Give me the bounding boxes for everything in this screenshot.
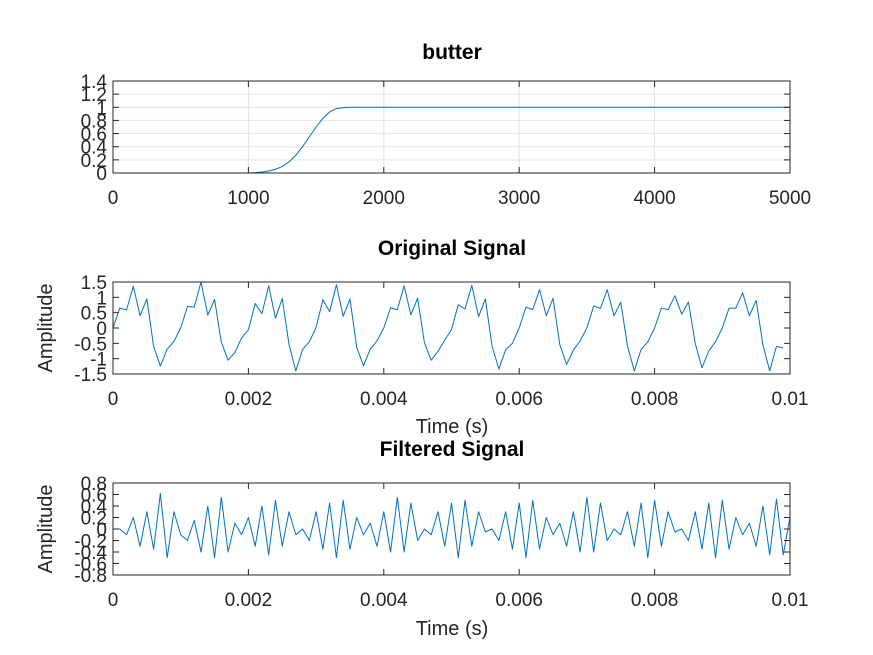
original-signal-x-ticks: 0 0.002 0.004 0.006 0.008 0.01 (108, 282, 809, 410)
original-signal-y-tick-label: 0 (96, 319, 107, 340)
filtered-signal-y-tick-label: 0.8 (81, 474, 107, 495)
filtered-signal-y-tick-label: -0.2 (74, 532, 107, 553)
original-signal-x-tick-label: 0.006 (495, 389, 543, 410)
original-signal-panel: Original Signal 0 0.002 0.004 0.006 0.008 0.0… (35, 237, 808, 438)
butter-panel: butter 0 1000 2000 3000 4000 5000 00.20.40.60… (81, 41, 812, 209)
filtered-signal-series-line (113, 492, 791, 559)
butter-y-tick-label: 0.6 (81, 125, 107, 146)
original-signal-x-tick-label: 0.004 (360, 389, 408, 410)
original-signal-y-tick-label: -0.5 (74, 334, 107, 355)
filtered-signal-x-tick-label: 0.004 (360, 590, 408, 611)
filtered-signal-y-tick-label: 0.2 (81, 509, 107, 530)
original-signal-y-tick-label: 0.5 (81, 304, 107, 325)
butter-y-tick-label: 0.8 (81, 111, 107, 132)
butter-series-line (113, 106, 790, 174)
original-signal-y-tick-label: -1 (90, 350, 107, 371)
original-signal-series-line (112, 281, 784, 372)
filtered-signal-y-ticks: -0.8-0.6-0.4-0.200.20.40.60.8 (74, 474, 790, 587)
filtered-signal-x-tick-label: 0.006 (495, 590, 543, 611)
original-signal-x-tick-label: 0 (108, 389, 119, 410)
butter-x-tick-label: 1000 (227, 188, 269, 209)
filtered-signal-x-tick-label: 0.002 (225, 590, 273, 611)
original-signal-x-tick-label: 0.01 (772, 389, 809, 410)
filtered-signal-y-tick-label: 0.4 (81, 497, 108, 518)
original-signal-xlabel: Time (s) (416, 416, 489, 438)
butter-x-tick-label: 4000 (633, 188, 675, 209)
butter-axes-box (112, 80, 791, 174)
butter-y-ticks: 00.20.40.60.811.21.4 (81, 72, 790, 185)
original-signal-title: Original Signal (378, 237, 526, 260)
original-signal-plot (112, 281, 784, 372)
filtered-signal-y-tick-label: 0 (96, 520, 107, 541)
butter-y-tick-label: 0.2 (81, 151, 107, 172)
butter-x-tick-label: 5000 (769, 188, 811, 209)
original-signal-y-tick-label: 1 (96, 288, 107, 309)
butter-x-tick-label: 3000 (498, 188, 540, 209)
butter-y-tick-label: 0.4 (81, 138, 108, 159)
butter-y-tick-label: 1 (96, 98, 107, 119)
filtered-signal-xlabel: Time (s) (416, 618, 489, 640)
filtered-signal-y-tick-label: -0.4 (74, 543, 107, 564)
original-signal-y-tick-label: 1.5 (81, 273, 107, 294)
filtered-signal-ylabel: Amplitude (35, 485, 57, 574)
filtered-signal-x-tick-label: 0.008 (631, 590, 679, 611)
filtered-signal-x-tick-label: 0.01 (772, 590, 809, 611)
filtered-signal-panel: Filtered Signal 0 0.002 0.004 0.006 0.008 0.0… (35, 438, 808, 640)
butter-plot (113, 106, 790, 174)
butter-y-tick-label: 0 (96, 164, 107, 185)
butter-x-tick-label: 2000 (363, 188, 405, 209)
filtered-signal-x-ticks: 0 0.002 0.004 0.006 0.008 0.01 (108, 483, 809, 611)
filtered-signal-plot (113, 492, 791, 559)
original-signal-ylabel: Amplitude (35, 284, 57, 373)
butter-title: butter (422, 41, 482, 64)
filtered-signal-y-tick-label: -0.8 (74, 566, 107, 587)
filtered-signal-x-tick-label: 0 (108, 590, 119, 611)
filtered-signal-y-tick-label: -0.6 (74, 555, 107, 576)
butter-y-tick-label: 1.2 (81, 85, 107, 106)
original-signal-y-ticks: -1.5-1-0.500.511.5 (74, 273, 790, 386)
butter-y-tick-label: 1.4 (81, 72, 108, 93)
original-signal-x-tick-label: 0.008 (631, 389, 679, 410)
butter-x-ticks: 0 1000 2000 3000 4000 5000 (108, 81, 811, 209)
original-signal-y-tick-label: -1.5 (74, 365, 107, 386)
butter-x-tick-label: 0 (108, 188, 119, 209)
filtered-signal-y-tick-label: 0.6 (81, 486, 107, 507)
filtered-signal-title: Filtered Signal (380, 438, 525, 461)
original-signal-x-tick-label: 0.002 (225, 389, 273, 410)
